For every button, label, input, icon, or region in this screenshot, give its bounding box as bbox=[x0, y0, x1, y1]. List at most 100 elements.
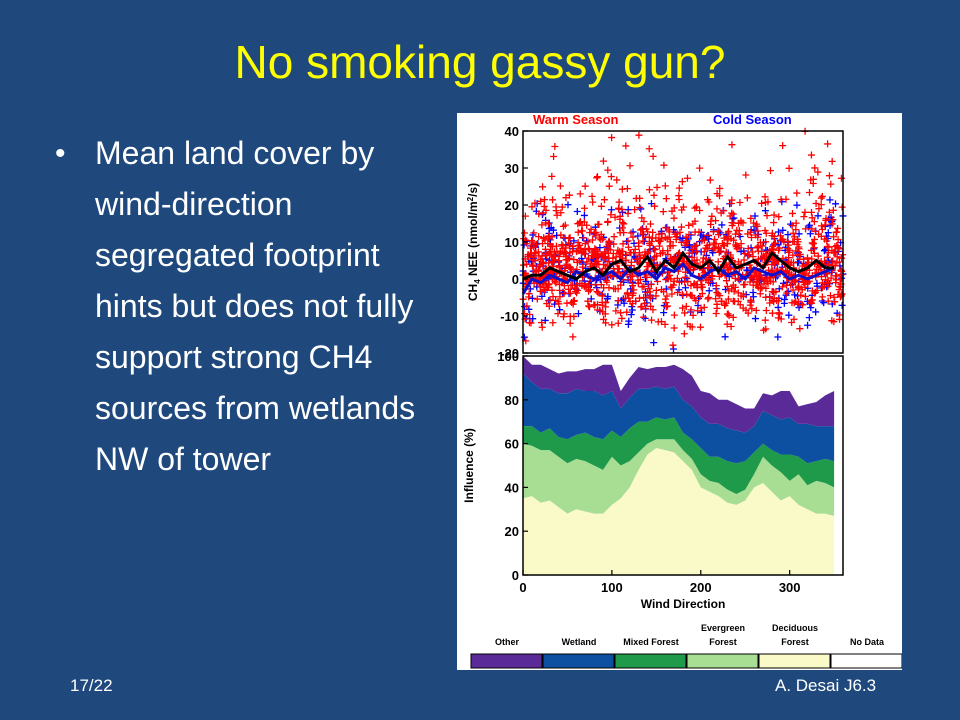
scatter-point-warm bbox=[647, 220, 655, 228]
scatter-point-warm bbox=[808, 214, 816, 222]
scatter-point-warm bbox=[679, 203, 687, 211]
scatter-point-warm bbox=[597, 236, 605, 244]
scatter-point-warm bbox=[601, 253, 609, 261]
scatter-point-warm bbox=[807, 298, 815, 306]
scatter-point-cold bbox=[538, 292, 546, 300]
scatter-point-warm bbox=[814, 252, 822, 260]
scatter-point-warm bbox=[559, 242, 567, 250]
scatter-point-warm bbox=[829, 206, 837, 214]
scatter-point-warm bbox=[704, 196, 712, 204]
bullet-list: • Mean land cover by wind-direction segr… bbox=[55, 128, 455, 485]
scatter-point-warm bbox=[611, 213, 619, 221]
scatter-point-warm bbox=[566, 264, 574, 272]
scatter-point-warm bbox=[831, 298, 839, 306]
scatter-point-warm bbox=[570, 256, 578, 264]
series-label-warm: Warm Season bbox=[533, 113, 619, 127]
legend-swatch bbox=[470, 653, 543, 669]
y-tick-label: -20 bbox=[500, 346, 519, 361]
scatter-point-warm bbox=[580, 234, 588, 242]
legend-label: Mixed Forest bbox=[623, 637, 679, 647]
scatter-point-cold bbox=[774, 303, 782, 311]
scatter-point-cold bbox=[774, 333, 782, 341]
scatter-point-warm bbox=[754, 275, 762, 283]
scatter-point-warm bbox=[760, 326, 768, 334]
scatter-point-warm bbox=[605, 182, 613, 190]
scatter-point-warm bbox=[567, 281, 575, 289]
scatter-point-cold bbox=[814, 212, 822, 220]
scatter-point-warm bbox=[659, 208, 667, 216]
legend-label: Forest bbox=[781, 637, 809, 647]
scatter-point-warm bbox=[589, 198, 597, 206]
scatter-point-warm bbox=[638, 303, 646, 311]
scatter-point-warm bbox=[775, 310, 783, 318]
scatter-point-warm bbox=[642, 233, 650, 241]
scatter-point-warm bbox=[809, 239, 817, 247]
scatter-point-warm bbox=[618, 185, 626, 193]
scatter-point-warm bbox=[785, 254, 793, 262]
scatter-point-warm bbox=[546, 248, 554, 256]
scatter-point-cold bbox=[683, 274, 691, 282]
scatter-point-warm bbox=[832, 272, 840, 280]
scatter-point-warm bbox=[835, 283, 843, 291]
scatter-point-warm bbox=[666, 255, 674, 263]
scatter-point-warm bbox=[735, 276, 743, 284]
scatter-point-warm bbox=[817, 201, 825, 209]
scatter-point-warm bbox=[626, 276, 634, 284]
scatter-point-cold bbox=[623, 238, 631, 246]
scatter-point-warm bbox=[552, 207, 560, 215]
mean-line-cold bbox=[521, 262, 835, 295]
scatter-point-warm bbox=[720, 207, 728, 215]
scatter-point-warm bbox=[665, 226, 673, 234]
scatter-point-warm bbox=[622, 251, 630, 259]
scatter-point-warm bbox=[564, 255, 572, 263]
scatter-point-warm bbox=[696, 164, 704, 172]
scatter-point-warm bbox=[591, 301, 599, 309]
scatter-point-cold bbox=[774, 228, 782, 236]
scatter-point-warm bbox=[779, 235, 787, 243]
scatter-point-cold bbox=[556, 306, 564, 314]
scatter-point-cold bbox=[641, 314, 649, 322]
x-tick-label: 200 bbox=[690, 580, 712, 595]
scatter-point-warm bbox=[702, 255, 710, 263]
scatter-point-warm bbox=[645, 145, 653, 153]
scatter-point-warm bbox=[760, 280, 768, 288]
scatter-point-warm bbox=[825, 172, 833, 180]
scatter-point-warm bbox=[669, 341, 677, 349]
scatter-point-warm bbox=[737, 240, 745, 248]
scatter-point-warm bbox=[722, 299, 730, 307]
scatter-point-warm bbox=[617, 309, 625, 317]
scatter-point-warm bbox=[670, 311, 678, 319]
x-tick-label: 300 bbox=[779, 580, 801, 595]
legend-swatch bbox=[686, 653, 759, 669]
scatter-point-warm bbox=[830, 318, 838, 326]
scatter-point-warm bbox=[803, 254, 811, 262]
scatter-point-warm bbox=[580, 204, 588, 212]
scatter-point-warm bbox=[770, 219, 778, 227]
scatter-point-warm bbox=[542, 219, 550, 227]
scatter-point-warm bbox=[549, 293, 557, 301]
scatter-point-warm bbox=[566, 319, 574, 327]
scatter-point-warm bbox=[536, 262, 544, 270]
scatter-point-warm bbox=[560, 234, 568, 242]
scatter-point-warm bbox=[779, 142, 787, 150]
scatter-point-warm bbox=[821, 221, 829, 229]
scatter-point-warm bbox=[775, 246, 783, 254]
scatter-point-warm bbox=[594, 289, 602, 297]
scatter-point-warm bbox=[815, 205, 823, 213]
scatter-point-warm bbox=[828, 157, 836, 165]
scatter-point-warm bbox=[830, 249, 838, 257]
scatter-point-warm bbox=[540, 202, 548, 210]
scatter-point-warm bbox=[556, 293, 564, 301]
scatter-point-warm bbox=[599, 260, 607, 268]
bullet-text: Mean land cover by wind-direction segreg… bbox=[95, 135, 416, 477]
scatter-point-warm bbox=[825, 208, 833, 216]
scatter-point-warm bbox=[724, 295, 732, 303]
scatter-point-warm bbox=[525, 290, 533, 298]
scatter-point-warm bbox=[789, 286, 797, 294]
scatter-point-warm bbox=[615, 205, 623, 213]
scatter-point-warm bbox=[791, 278, 799, 286]
scatter-point-warm bbox=[790, 259, 798, 267]
scatter-point-cold bbox=[779, 226, 787, 234]
scatter-point-warm bbox=[552, 279, 560, 287]
scatter-point-warm bbox=[614, 297, 622, 305]
